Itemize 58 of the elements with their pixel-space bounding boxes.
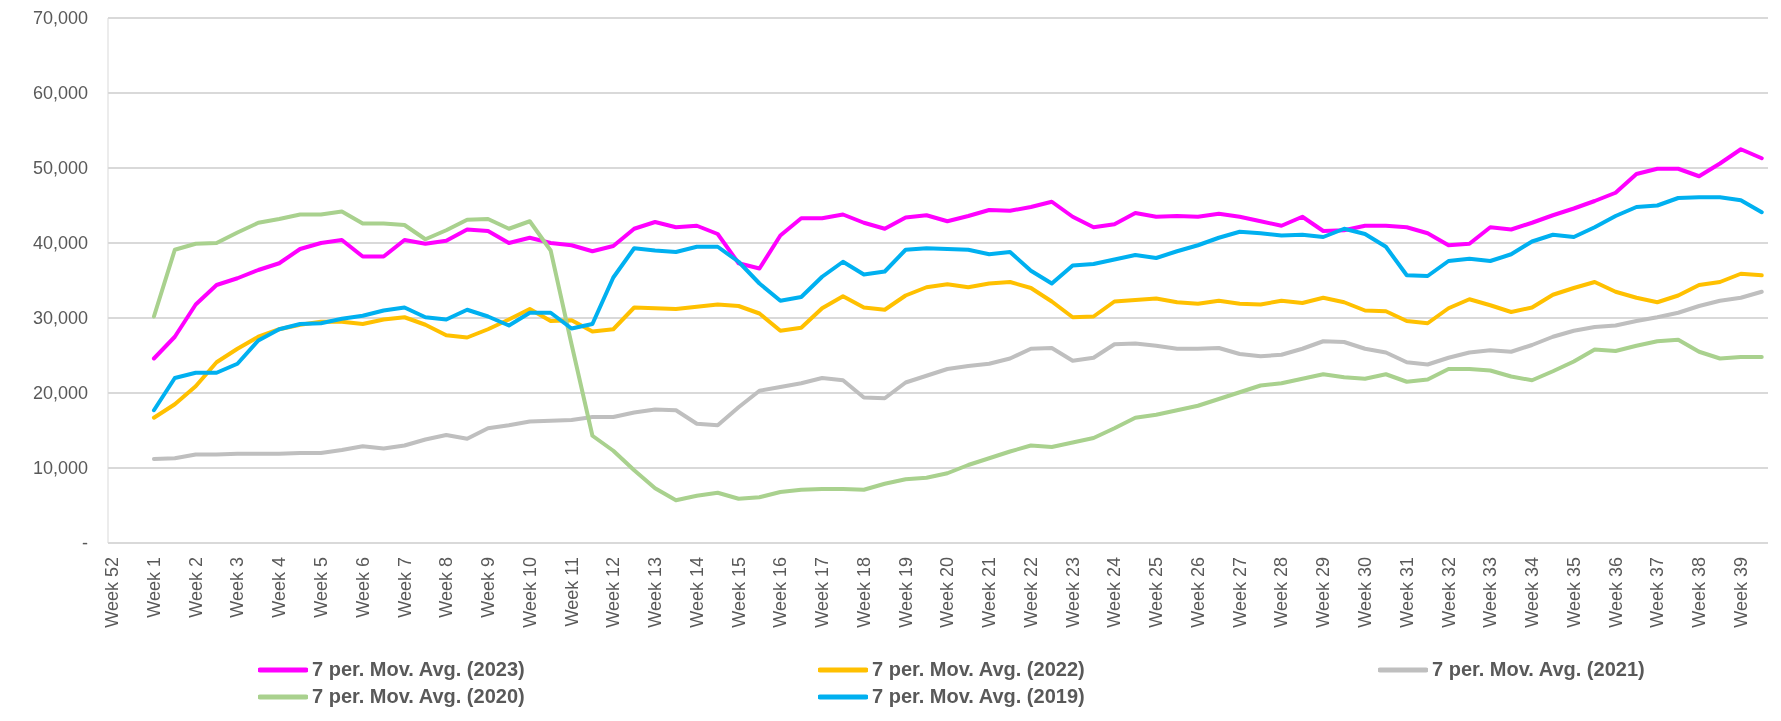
x-tick-label: Week 9 xyxy=(478,557,499,618)
x-tick-label: Week 20 xyxy=(937,557,958,628)
line-series xyxy=(151,271,1764,420)
legend-label: 7 per. Mov. Avg. (2019) xyxy=(872,685,1085,708)
x-tick-label: Week 26 xyxy=(1187,557,1208,628)
x-tick-label: Week 29 xyxy=(1313,557,1334,628)
x-tick-label: Week 4 xyxy=(269,557,290,618)
line-series xyxy=(151,209,1764,503)
x-tick-label: Week 17 xyxy=(812,557,833,628)
y-tick-label: 70,000 xyxy=(32,8,88,29)
y-tick-label: 20,000 xyxy=(32,383,88,404)
line-series xyxy=(151,195,1764,413)
x-tick-label: Week 25 xyxy=(1146,557,1167,628)
x-tick-label: Week 22 xyxy=(1020,557,1041,628)
legend-label: 7 per. Mov. Avg. (2022) xyxy=(872,658,1085,681)
legend-label: 7 per. Mov. Avg. (2020) xyxy=(312,685,525,708)
x-tick-label: Week 5 xyxy=(310,557,331,618)
x-tick-label: Week 32 xyxy=(1438,557,1459,628)
y-tick-label: - xyxy=(82,533,88,554)
x-tick-label: Week 10 xyxy=(519,557,540,628)
x-tick-label: Week 35 xyxy=(1563,557,1584,628)
x-tick-label: Week 1 xyxy=(143,557,164,618)
x-tick-label: Week 21 xyxy=(979,557,1000,628)
x-tick-label: Week 24 xyxy=(1104,557,1125,628)
x-tick-label: Week 11 xyxy=(561,557,582,627)
x-tick-label: Week 23 xyxy=(1062,557,1083,628)
x-tick-label: Week 28 xyxy=(1271,557,1292,628)
line-series xyxy=(151,147,1764,361)
x-tick-label: Week 34 xyxy=(1522,557,1543,628)
x-tick-label: Week 14 xyxy=(686,557,707,628)
y-tick-label: 50,000 xyxy=(32,158,88,179)
x-tick-label: Week 37 xyxy=(1647,557,1668,628)
x-tick-label: Week 13 xyxy=(645,557,666,628)
x-tick-label: Week 33 xyxy=(1480,557,1501,628)
y-tick-label: 10,000 xyxy=(32,458,88,479)
x-tick-label: Week 8 xyxy=(436,557,457,618)
x-tick-label: Week 12 xyxy=(603,557,624,628)
y-tick-label: 40,000 xyxy=(32,233,88,254)
x-tick-label: Week 31 xyxy=(1396,557,1417,628)
x-tick-label: Week 7 xyxy=(394,557,415,618)
x-tick-label: Week 36 xyxy=(1605,557,1626,628)
x-tick-label: Week 6 xyxy=(352,557,373,618)
x-tick-label: Week 27 xyxy=(1229,557,1250,628)
x-tick-label: Week 19 xyxy=(895,557,916,628)
x-tick-label: Week 38 xyxy=(1689,557,1710,628)
y-tick-label: 30,000 xyxy=(32,308,88,329)
x-tick-label: Week 16 xyxy=(770,557,791,628)
x-tick-label: Week 39 xyxy=(1730,557,1751,628)
legend-label: 7 per. Mov. Avg. (2023) xyxy=(312,658,525,681)
x-tick-label: Week 18 xyxy=(853,557,874,628)
x-tick-label: Week 15 xyxy=(728,557,749,628)
x-tick-label: Week 2 xyxy=(185,557,206,618)
x-tick-label: Week 30 xyxy=(1355,557,1376,628)
x-tick-label: Week 52 xyxy=(102,557,123,628)
y-tick-label: 60,000 xyxy=(32,83,88,104)
line-series xyxy=(151,289,1764,461)
x-tick-label: Week 3 xyxy=(227,557,248,618)
legend-label: 7 per. Mov. Avg. (2021) xyxy=(1432,658,1645,681)
